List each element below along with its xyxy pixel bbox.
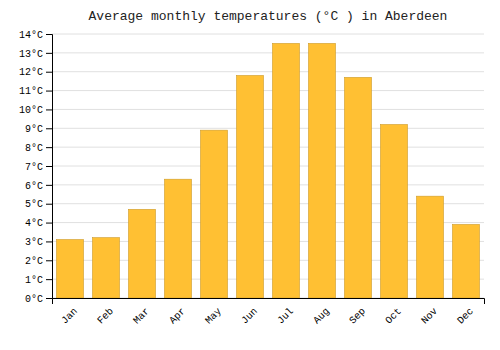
tick-label: 2°C bbox=[25, 256, 43, 267]
bar bbox=[93, 238, 120, 298]
tick-label: 3°C bbox=[25, 237, 43, 248]
grid-line bbox=[52, 166, 484, 167]
grid-line bbox=[52, 52, 484, 53]
axis-line bbox=[46, 35, 53, 299]
plot-area: 0°C 1°C 2°C 3°C 4°C 5°C 6°C 7°C 8°C 9°C 10°C 11°C 12… bbox=[19, 30, 485, 327]
tick-mark bbox=[46, 204, 52, 205]
tick: Feb bbox=[95, 306, 116, 327]
tick: 10°C bbox=[19, 105, 52, 116]
tick-label: Jul bbox=[275, 306, 296, 327]
tick: 5°C bbox=[25, 199, 52, 210]
grid-line bbox=[52, 184, 484, 185]
tick-label: Aug bbox=[311, 306, 332, 327]
tick: 6°C bbox=[25, 181, 52, 192]
tick: 11°C bbox=[19, 86, 52, 97]
tick-mark bbox=[46, 147, 52, 148]
grid-line bbox=[52, 34, 484, 35]
tick-label: Feb bbox=[95, 306, 116, 327]
tick-label: Jun bbox=[239, 306, 260, 327]
bar bbox=[273, 43, 300, 298]
tick-label: Nov bbox=[419, 306, 440, 327]
tick-label: Apr bbox=[167, 306, 188, 327]
axis-line bbox=[53, 299, 485, 305]
tick-label: 4°C bbox=[25, 218, 43, 229]
tick-mark bbox=[46, 128, 52, 129]
tick: 13°C bbox=[19, 49, 52, 60]
grid-line bbox=[52, 71, 484, 72]
tick-mark bbox=[46, 72, 52, 73]
tick: Dec bbox=[455, 306, 476, 327]
tick-label: Mar bbox=[131, 306, 152, 327]
tick-mark bbox=[46, 166, 52, 167]
bar bbox=[237, 75, 264, 298]
grid-line bbox=[52, 147, 484, 148]
tick-mark bbox=[46, 223, 52, 224]
tick: 14°C bbox=[19, 30, 52, 41]
tick-label: 7°C bbox=[25, 162, 43, 173]
bar bbox=[57, 240, 84, 298]
tick-label: 11°C bbox=[19, 86, 43, 97]
tick: Jun bbox=[239, 306, 260, 327]
tick: Nov bbox=[419, 306, 440, 327]
tick: May bbox=[203, 306, 224, 327]
tick: Mar bbox=[131, 306, 152, 327]
tick: 9°C bbox=[25, 124, 52, 135]
title: Average monthly temperatures (°C ) in Ab… bbox=[89, 9, 448, 24]
grid-line bbox=[52, 90, 484, 91]
tick-label: 5°C bbox=[25, 199, 43, 210]
tick-label: 13°C bbox=[19, 49, 43, 60]
tick: Oct bbox=[383, 306, 404, 327]
tick-mark bbox=[46, 241, 52, 242]
grid-line bbox=[52, 128, 484, 129]
tick: Sep bbox=[347, 306, 368, 327]
bar bbox=[165, 179, 192, 298]
bar bbox=[201, 130, 228, 298]
chart: 0°C 1°C 2°C 3°C 4°C 5°C 6°C 7°C 8°C 9°C 10°C 11°C 12… bbox=[0, 0, 500, 350]
tick-label: Dec bbox=[455, 306, 476, 327]
tick-mark bbox=[46, 91, 52, 92]
bar bbox=[129, 209, 156, 298]
bar bbox=[309, 43, 336, 298]
tick: Aug bbox=[311, 306, 332, 327]
tick: 12°C bbox=[19, 67, 52, 78]
tick-mark bbox=[46, 109, 52, 110]
tick: Jan bbox=[59, 306, 80, 327]
tick-label: 9°C bbox=[25, 124, 43, 135]
bar bbox=[417, 196, 444, 298]
tick: Jul bbox=[275, 306, 296, 327]
tick-mark bbox=[46, 279, 52, 280]
bars bbox=[57, 43, 480, 298]
tick: 2°C bbox=[25, 256, 52, 267]
bar bbox=[381, 125, 408, 298]
tick-label: Sep bbox=[347, 306, 368, 327]
bar bbox=[453, 224, 480, 298]
y-axis: 0°C 1°C 2°C 3°C 4°C 5°C 6°C 7°C 8°C 9°C 10°C 11°C 12… bbox=[19, 30, 53, 305]
tick: 3°C bbox=[25, 237, 52, 248]
tick-label: 14°C bbox=[19, 30, 43, 41]
tick-label: 6°C bbox=[25, 181, 43, 192]
tick-label: 12°C bbox=[19, 67, 43, 78]
tick-mark bbox=[46, 260, 52, 261]
tick: 1°C bbox=[25, 275, 52, 286]
tick-mark bbox=[46, 53, 52, 54]
tick-label: 8°C bbox=[25, 143, 43, 154]
tick-label: 1°C bbox=[25, 275, 43, 286]
tick: Apr bbox=[167, 306, 188, 327]
tick-label: Oct bbox=[383, 306, 404, 327]
tick-mark bbox=[46, 298, 52, 299]
tick-label: Jan bbox=[59, 306, 80, 327]
grid bbox=[52, 34, 484, 298]
tick-label: 0°C bbox=[25, 294, 43, 305]
tick: 7°C bbox=[25, 162, 52, 173]
tick: 0°C bbox=[25, 294, 52, 305]
x-axis: Jan Feb Mar Apr May Jun Jul Aug Sep Oct Nov Dec bbox=[53, 299, 485, 327]
tick: 8°C bbox=[25, 143, 52, 154]
tick-mark bbox=[46, 185, 52, 186]
tick-mark bbox=[46, 34, 52, 35]
tick-label: May bbox=[203, 306, 224, 327]
tick: 4°C bbox=[25, 218, 52, 229]
grid-line bbox=[52, 109, 484, 110]
tick-label: 10°C bbox=[19, 105, 43, 116]
bar bbox=[345, 77, 372, 298]
